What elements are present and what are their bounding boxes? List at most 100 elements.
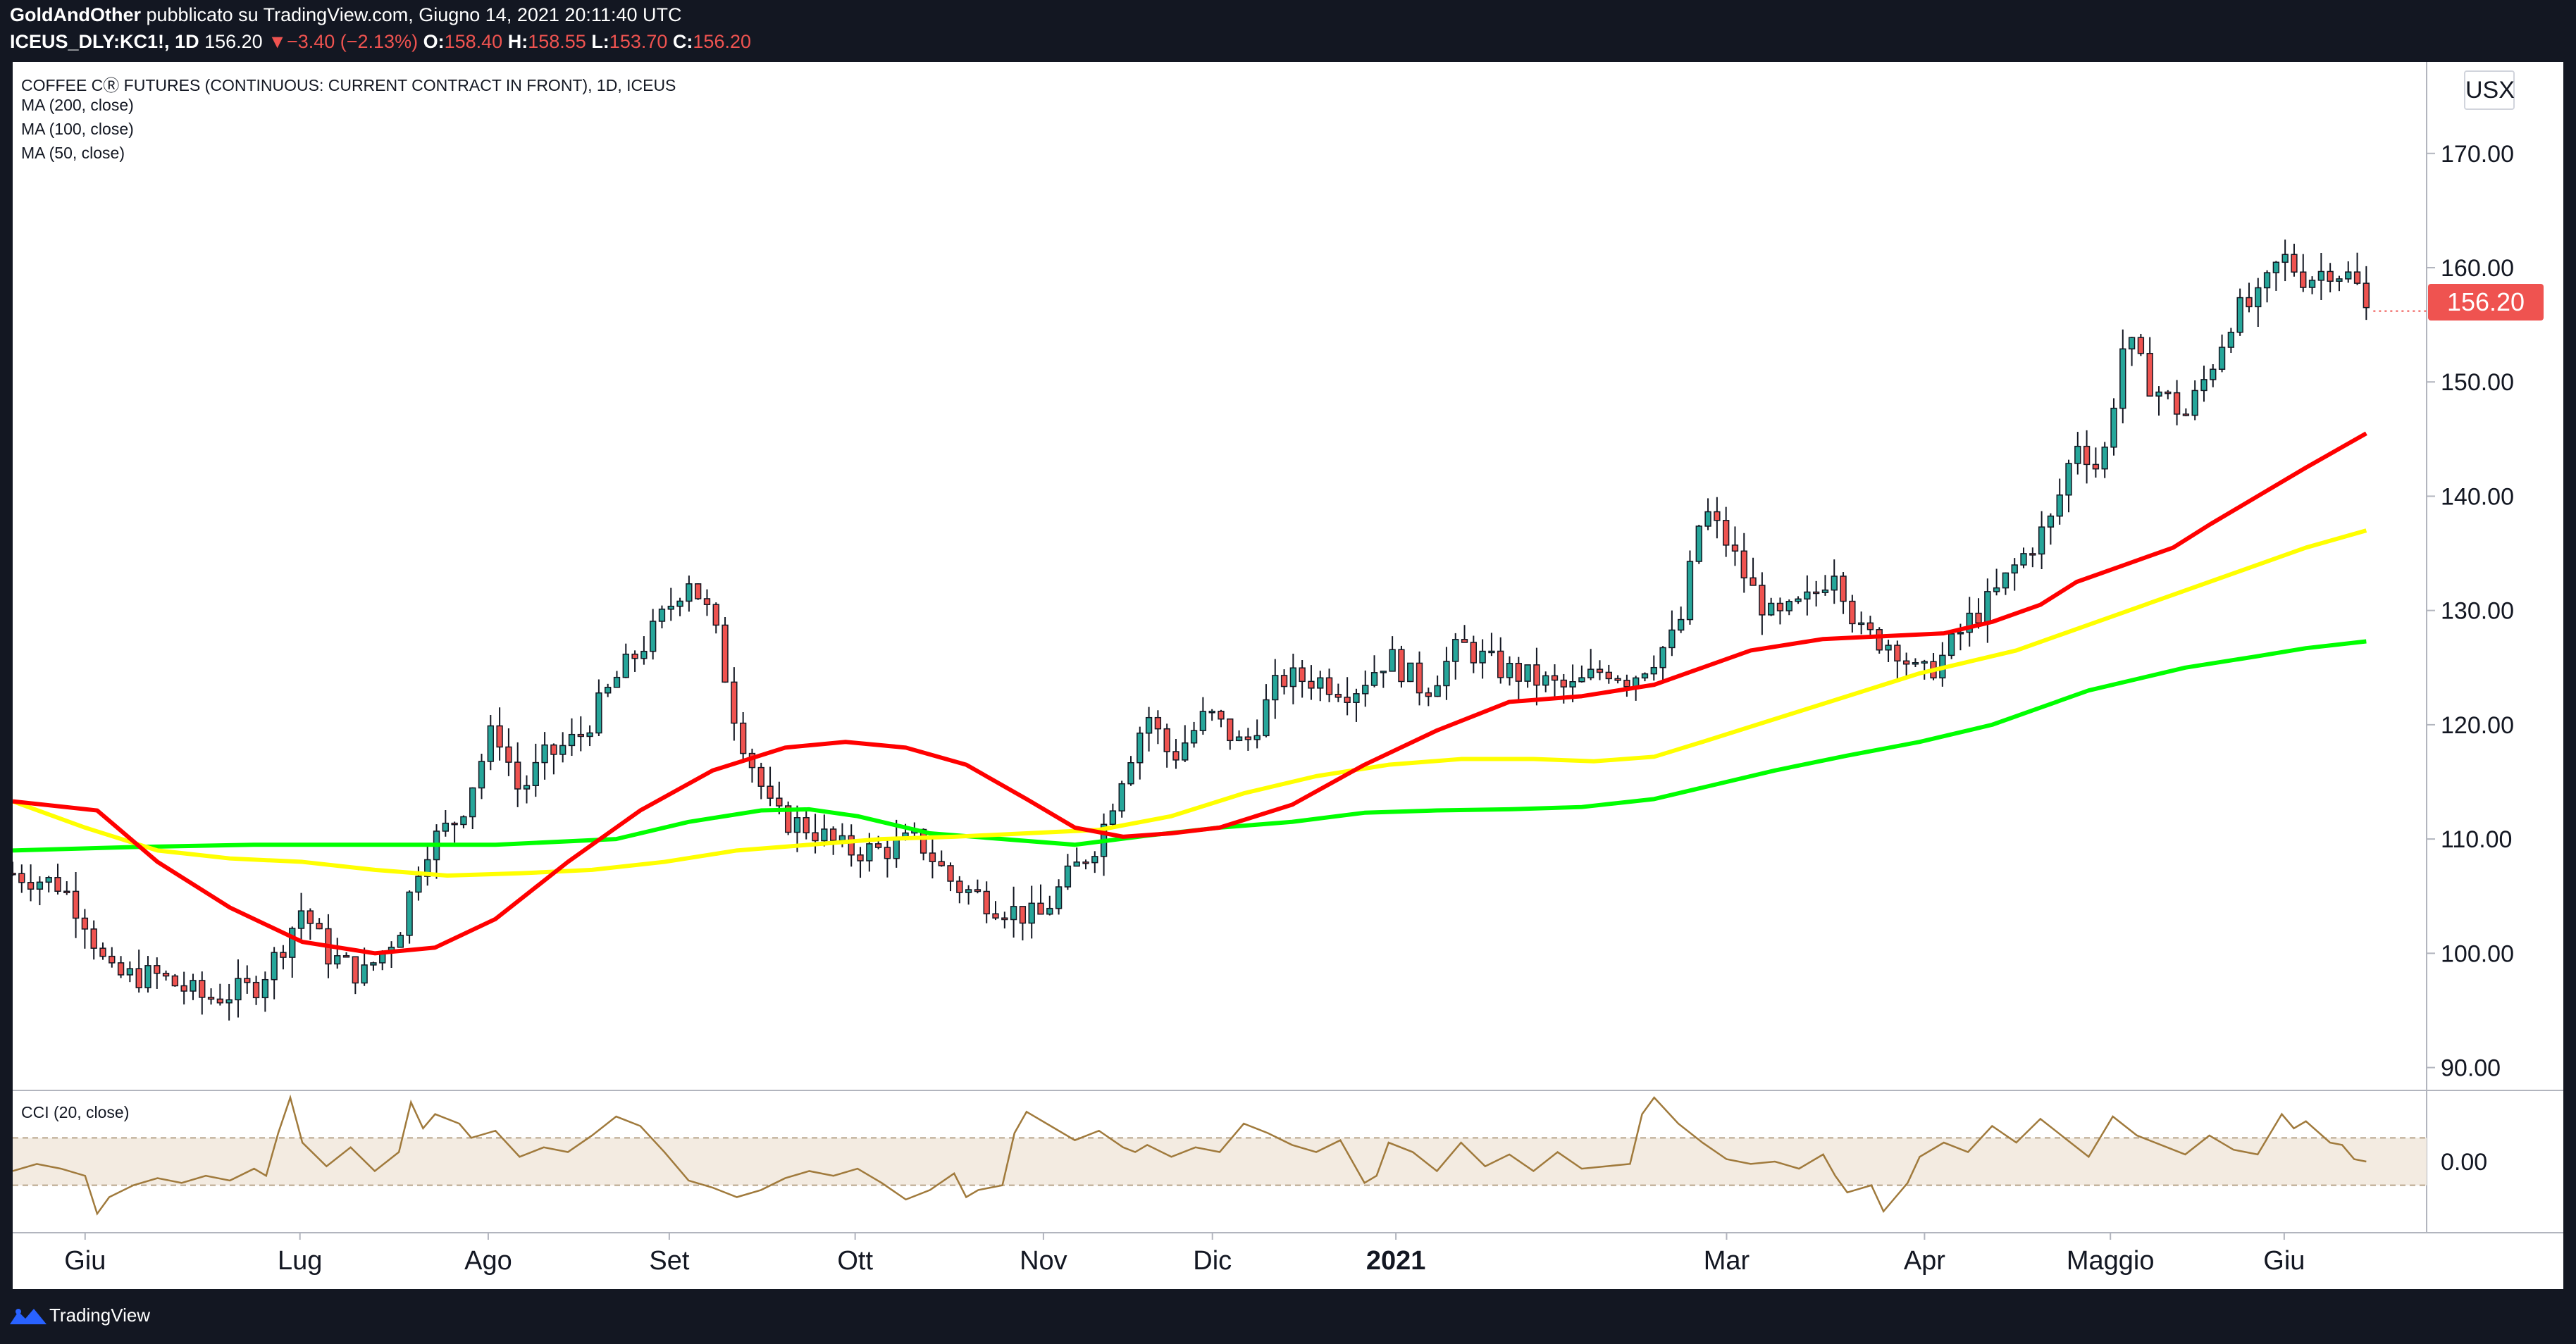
price-tick-label: 100.00 [2441,940,2514,967]
candle [1172,751,1179,761]
candle [1208,711,1215,714]
legend-ma200[interactable]: MA (200, close) [21,96,134,114]
candle [72,890,80,919]
candle [1668,629,1676,649]
candle [703,598,711,605]
candle [1299,667,1306,683]
candle [577,733,584,738]
candle [1650,666,1657,675]
candle [2110,407,2117,448]
candle [27,882,35,890]
candle [650,621,657,652]
tradingview-logo-icon[interactable] [8,1305,48,1327]
candle [532,761,539,786]
candle [1443,661,1450,687]
author-name[interactable]: GoldAndOther [10,4,141,25]
candle [1199,711,1207,731]
candle [1506,662,1513,678]
down-arrow-icon: ▼ [268,31,287,52]
candle [1966,612,1973,633]
candle [2101,447,2108,470]
candle [1001,917,1008,921]
candle [1578,677,1585,683]
candle [559,745,566,755]
candle [1280,675,1288,687]
candle [235,978,242,1001]
candle [2255,287,2262,308]
price-tick-label: 170.00 [2441,141,2514,168]
legend-ma100[interactable]: MA (100, close) [21,120,134,138]
time-tick-label: 2021 [1366,1246,1426,1276]
candle [2083,445,2091,466]
candle [658,609,666,622]
price-tick-label: 130.00 [2441,598,2514,625]
candle [216,998,224,1004]
low-value: 153.70 [609,31,668,52]
candle [1488,650,1495,654]
candle [460,816,467,826]
candle [1010,906,1017,921]
legend-cci[interactable]: CCI (20, close) [21,1103,130,1121]
candle [90,928,97,949]
candle [451,822,458,826]
candle [1353,693,1360,703]
candle [36,881,44,890]
candle [1145,716,1153,734]
candle [442,822,449,832]
candle [884,847,891,859]
candle [1605,671,1612,680]
last-price-tag: 156.20 [2428,284,2544,321]
footer-brand[interactable]: TradingView [49,1305,151,1326]
candle [568,733,576,747]
candle [2281,254,2289,263]
candle [595,692,602,734]
candle [361,964,368,984]
candle [2128,337,2136,350]
ma200-line [13,639,2367,853]
candle [767,785,774,799]
candle [54,877,61,892]
publish-info: pubblicato su TradingView.com, Giugno 14… [146,4,682,25]
candle [541,744,548,764]
candle [154,965,161,974]
candle [1804,591,1811,600]
candle [757,766,764,787]
chart-svg[interactable]: 170.00 160.00 150.00 140.00 130.00 120.00 110.… [13,62,2563,1289]
candle [1975,612,1982,624]
candle [1154,716,1162,730]
candle [1831,575,1838,591]
candle [2227,331,2235,348]
candle [2291,254,2298,273]
candle [1569,680,1576,687]
candle [2119,348,2126,409]
candle [1678,618,1685,631]
candle [424,859,431,877]
legend-ma50[interactable]: MA (50, close) [21,144,125,162]
candle [135,968,142,988]
candle [947,865,954,882]
candle [694,583,702,599]
candle [1073,861,1080,867]
chart-area[interactable]: 170.00 160.00 150.00 140.00 130.00 120.00 110.… [13,62,2563,1289]
candle [929,852,936,862]
candle [2002,572,2010,589]
candle [1244,736,1252,740]
candle [1722,520,1730,546]
candle [2363,282,2370,309]
candle [505,746,512,763]
currency-button[interactable]: USX [2464,70,2515,110]
candle [244,978,251,983]
candle [342,955,350,958]
symbol-name: ICEUS_DLY:KC1!, 1D [10,31,199,52]
candle [1308,680,1315,689]
candle [2300,271,2307,288]
candle [1948,633,1955,657]
candle [2191,390,2198,416]
candle [2137,337,2145,354]
candle [1885,645,1892,651]
candle [13,873,16,876]
candle [712,604,719,626]
candle [2200,379,2207,392]
candle [144,965,151,988]
candle [271,952,278,981]
